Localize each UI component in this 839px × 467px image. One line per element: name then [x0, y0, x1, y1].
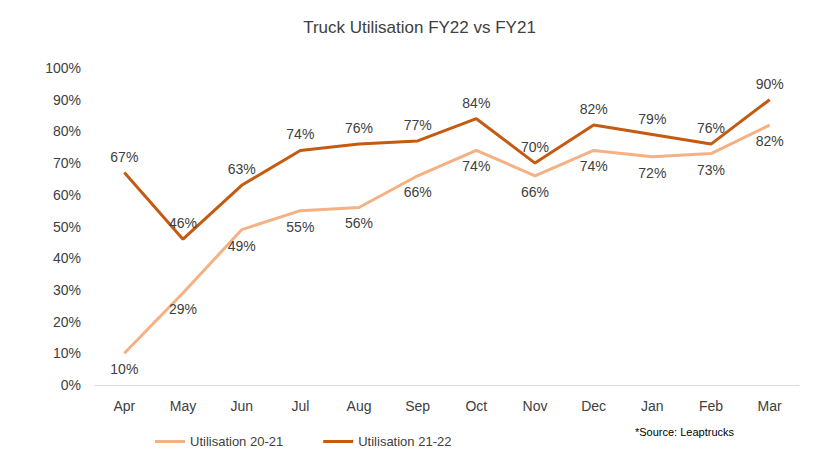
- svg-text:Oct: Oct: [465, 398, 487, 414]
- svg-text:Truck Utilisation FY22 vs FY21: Truck Utilisation FY22 vs FY21: [303, 18, 536, 37]
- svg-text:30%: 30%: [53, 282, 81, 298]
- svg-text:Aug: Aug: [347, 398, 372, 414]
- svg-text:67%: 67%: [110, 149, 138, 165]
- svg-text:74%: 74%: [462, 158, 490, 174]
- svg-text:*Source: Leaptrucks: *Source: Leaptrucks: [635, 426, 735, 438]
- svg-text:49%: 49%: [228, 238, 256, 254]
- svg-text:74%: 74%: [286, 126, 314, 142]
- svg-text:70%: 70%: [53, 155, 81, 171]
- svg-text:10%: 10%: [110, 361, 138, 377]
- svg-text:Apr: Apr: [113, 398, 135, 414]
- svg-text:20%: 20%: [53, 314, 81, 330]
- svg-text:56%: 56%: [345, 215, 373, 231]
- svg-text:60%: 60%: [53, 187, 81, 203]
- svg-text:70%: 70%: [521, 139, 549, 155]
- svg-text:100%: 100%: [45, 60, 81, 76]
- svg-text:63%: 63%: [228, 161, 256, 177]
- svg-text:73%: 73%: [697, 162, 725, 178]
- svg-text:May: May: [170, 398, 196, 414]
- svg-text:55%: 55%: [286, 219, 314, 235]
- svg-text:40%: 40%: [53, 250, 81, 266]
- svg-text:Feb: Feb: [699, 398, 723, 414]
- svg-text:76%: 76%: [345, 120, 373, 136]
- svg-text:84%: 84%: [462, 95, 490, 111]
- svg-text:74%: 74%: [580, 158, 608, 174]
- svg-text:82%: 82%: [580, 101, 608, 117]
- svg-text:76%: 76%: [697, 120, 725, 136]
- svg-text:Utilisation 20-21: Utilisation 20-21: [190, 434, 283, 449]
- svg-text:90%: 90%: [756, 76, 784, 92]
- svg-text:79%: 79%: [638, 111, 666, 127]
- svg-text:82%: 82%: [756, 133, 784, 149]
- svg-text:50%: 50%: [53, 219, 81, 235]
- svg-text:29%: 29%: [169, 301, 197, 317]
- svg-text:Jul: Jul: [291, 398, 309, 414]
- svg-text:66%: 66%: [404, 184, 432, 200]
- svg-text:90%: 90%: [53, 92, 81, 108]
- svg-text:66%: 66%: [521, 184, 549, 200]
- svg-text:0%: 0%: [61, 377, 81, 393]
- svg-text:77%: 77%: [404, 117, 432, 133]
- svg-text:72%: 72%: [638, 165, 666, 181]
- svg-text:Jun: Jun: [230, 398, 253, 414]
- svg-text:Jan: Jan: [641, 398, 664, 414]
- svg-text:80%: 80%: [53, 123, 81, 139]
- svg-text:Utilisation 21-22: Utilisation 21-22: [358, 434, 451, 449]
- svg-text:Nov: Nov: [523, 398, 548, 414]
- svg-text:Sep: Sep: [405, 398, 430, 414]
- svg-text:46%: 46%: [169, 215, 197, 231]
- svg-text:Mar: Mar: [758, 398, 782, 414]
- svg-text:10%: 10%: [53, 345, 81, 361]
- svg-text:Dec: Dec: [581, 398, 606, 414]
